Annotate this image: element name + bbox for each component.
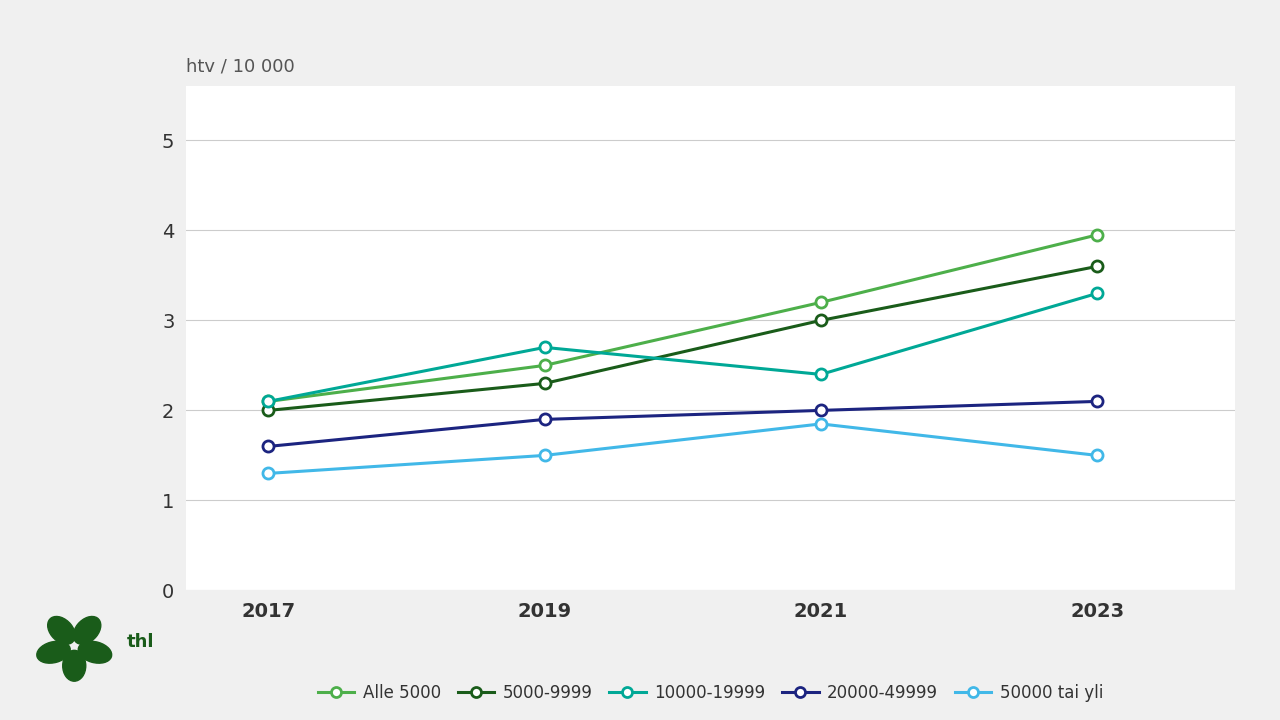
Ellipse shape: [47, 616, 76, 644]
Ellipse shape: [73, 616, 101, 644]
Text: thl: thl: [127, 633, 154, 651]
Ellipse shape: [63, 650, 86, 681]
Ellipse shape: [78, 642, 111, 663]
Text: htv / 10 000: htv / 10 000: [186, 58, 294, 76]
Ellipse shape: [37, 642, 70, 663]
Legend: Alle 5000, 5000-9999, 10000-19999, 20000-49999, 50000 tai yli: Alle 5000, 5000-9999, 10000-19999, 20000…: [311, 677, 1110, 708]
